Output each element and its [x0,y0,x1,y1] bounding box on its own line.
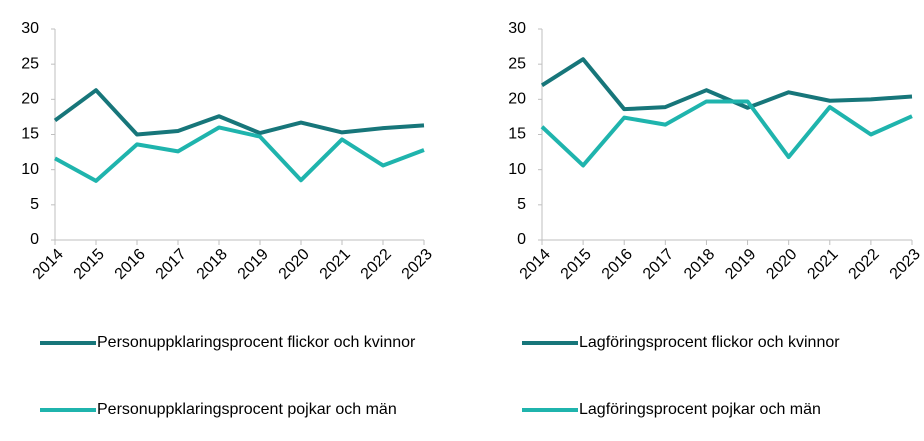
x-tick-label: 2017 [640,246,677,283]
line-series [540,99,913,168]
y-tick-label: 5 [30,196,39,213]
x-tick-label: 2014 [517,246,554,283]
y-tick-label: 25 [508,55,526,72]
y-tick-label: 25 [21,55,39,72]
y-tick-label: 10 [508,161,526,178]
legend-label: Personuppklaringsprocent pojkar och män [97,401,397,418]
y-tick-label: 5 [517,196,526,213]
line-series [53,88,425,137]
x-tick-label: 2022 [358,246,395,283]
x-tick-label: 2017 [153,246,190,283]
x-tick-label: 2014 [30,246,67,283]
y-tick-label: 30 [21,20,39,37]
x-tick-label: 2019 [722,246,759,283]
y-tick-label: 30 [508,20,526,37]
x-tick-label: 2021 [317,246,354,283]
x-tick-label: 2020 [763,246,800,283]
y-tick-label: 0 [30,231,39,248]
y-tick-label: 20 [508,91,526,108]
x-tick-label: 2018 [681,246,718,283]
y-tick-label: 15 [508,126,526,143]
x-tick-label: 2023 [399,246,436,283]
line-series [540,57,913,112]
x-tick-label: 2022 [846,246,883,283]
x-tick-label: 2015 [71,246,108,283]
y-tick-label: 10 [21,161,39,178]
x-tick-label: 2015 [558,246,595,283]
x-tick-label: 2021 [804,246,841,283]
line-series [54,125,425,183]
legend-label: Lagföringsprocent flickor och kvinnor [579,334,840,351]
y-tick-label: 15 [21,126,39,143]
y-tick-label: 20 [21,91,39,108]
legend-label: Lagföringsprocent pojkar och män [579,401,821,418]
x-tick-label: 2016 [112,246,149,283]
x-tick-label: 2020 [276,246,313,283]
x-tick-label: 2019 [235,246,272,283]
y-tick-label: 0 [517,231,526,248]
x-tick-label: 2018 [194,246,231,283]
x-tick-label: 2016 [599,246,636,283]
legend-label: Personuppklaringsprocent flickor och kvi… [97,334,416,351]
x-tick-label: 2023 [887,246,924,283]
